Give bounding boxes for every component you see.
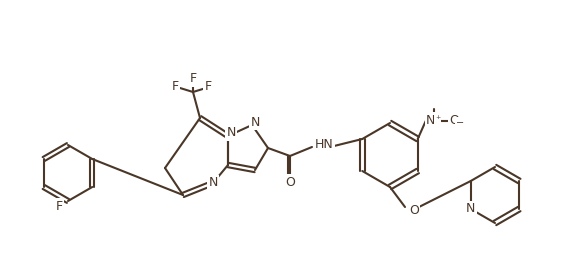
Text: F: F: [204, 80, 212, 93]
Text: HN: HN: [315, 138, 333, 152]
Text: O: O: [409, 205, 419, 218]
Text: ⁺: ⁺: [435, 115, 441, 125]
Text: N: N: [466, 202, 475, 216]
Text: N: N: [208, 176, 218, 189]
Text: F: F: [189, 72, 197, 86]
Text: N: N: [250, 115, 260, 129]
Text: −: −: [456, 118, 464, 128]
Text: F: F: [172, 80, 179, 93]
Text: O: O: [449, 113, 459, 126]
Text: O: O: [285, 176, 295, 188]
Text: N: N: [226, 126, 236, 140]
Text: N: N: [426, 113, 435, 126]
Text: F: F: [55, 199, 62, 212]
